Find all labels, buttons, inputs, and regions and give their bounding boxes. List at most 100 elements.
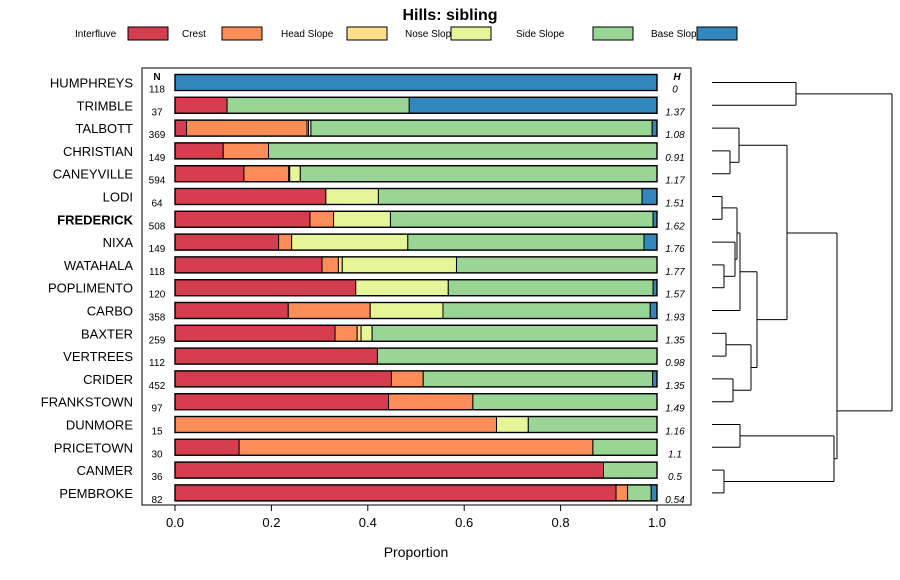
bar-segment-watahala-head-slope xyxy=(337,256,343,274)
plot-frame xyxy=(141,67,692,506)
n-value-watahala: 118 xyxy=(149,267,165,278)
row-label-poplimento: POPLIMENTO xyxy=(48,281,133,296)
bar-segment-poplimento-side-slope xyxy=(447,279,654,297)
row-label-dunmore: DUNMORE xyxy=(66,418,133,433)
bar-outline-watahala xyxy=(174,256,658,274)
bar-segment-carbo-interfluve xyxy=(174,302,289,319)
bar-segment-baxter-nose-slope xyxy=(360,324,373,342)
legend-label-interfluve: Interfluve xyxy=(75,29,117,40)
bar-segment-lodi-side-slope xyxy=(377,188,643,205)
n-value-poplimento: 120 xyxy=(149,290,166,301)
legend-swatch-crest xyxy=(221,26,263,41)
bar-outline-humphreys xyxy=(174,73,658,92)
row-label-talbott: TALBOTT xyxy=(75,121,133,136)
n-value-talbott: 369 xyxy=(149,130,166,141)
x-tick-label: 0.2 xyxy=(262,515,280,530)
dendrogram xyxy=(712,82,893,494)
bar-segment-vertrees-side-slope xyxy=(376,347,658,365)
row-label-caneyville: CANEYVILLE xyxy=(53,167,134,182)
row-label-trimble: TRIMBLE xyxy=(77,98,134,113)
bar-segment-carbo-base-slope xyxy=(649,302,658,319)
bar-outline-canmer xyxy=(174,461,658,479)
n-value-caneyville: 594 xyxy=(149,176,166,187)
bar-segment-talbott-side-slope xyxy=(310,119,653,137)
h-value-christian: 0.91 xyxy=(665,153,684,164)
legend-label-head-slope: Head Slope xyxy=(281,29,334,40)
h-value-dunmore: 1.16 xyxy=(665,427,685,438)
bar-segment-lodi-interfluve xyxy=(174,188,327,205)
bar-segment-talbott-base-slope xyxy=(651,119,658,137)
row-label-carbo: CARBO xyxy=(87,304,133,319)
bar-segment-pricetown-interfluve xyxy=(174,438,240,456)
bar-segment-crider-crest xyxy=(390,370,424,388)
bar-outline-pembroke xyxy=(174,484,658,502)
bar-segment-talbott-interfluve xyxy=(174,119,188,137)
bar-segment-frederick-interfluve xyxy=(174,210,311,228)
bar-segment-trimble-base-slope xyxy=(408,96,658,114)
x-tick-label: 0.0 xyxy=(166,515,184,530)
h-value-poplimento: 1.57 xyxy=(665,290,685,301)
bar-segment-poplimento-interfluve xyxy=(174,279,357,297)
row-label-baxter: BAXTER xyxy=(81,326,133,341)
legend-label-side-slope: Side Slope xyxy=(516,29,565,40)
bar-segment-vertrees-interfluve xyxy=(174,347,378,365)
h-value-carbo: 1.93 xyxy=(665,313,685,324)
n-value-canmer: 36 xyxy=(151,472,163,483)
bar-segment-baxter-head-slope xyxy=(356,324,362,342)
legend-swatch-head-slope xyxy=(346,26,388,41)
h-value-watahala: 1.77 xyxy=(665,267,685,278)
bar-outline-talbott xyxy=(174,119,658,137)
n-value-lodi: 64 xyxy=(151,199,163,210)
row-label-pembroke: PEMBROKE xyxy=(59,486,133,501)
h-value-humphreys: 0 xyxy=(672,85,678,96)
row-label-vertrees: VERTREES xyxy=(63,349,133,364)
n-value-baxter: 259 xyxy=(149,335,166,346)
n-value-frankstown: 97 xyxy=(151,404,163,415)
bar-segment-nixa-interfluve xyxy=(174,233,280,251)
bar-segment-watahala-crest xyxy=(321,256,339,274)
h-value-talbott: 1.08 xyxy=(665,130,685,141)
bar-rows: HUMPHREYS 118 0 TRIMBLE 37 1.37 TALBOTT 369 1.08… xyxy=(41,73,685,506)
bar-segment-baxter-crest xyxy=(334,324,358,342)
bar-outline-baxter xyxy=(174,324,658,342)
bar-segment-caneyville-nose-slope xyxy=(289,165,301,183)
n-value-vertrees: 112 xyxy=(149,358,165,369)
bar-segment-christian-crest xyxy=(222,142,270,160)
bar-segment-watahala-nose-slope xyxy=(341,256,457,274)
h-value-lodi: 1.51 xyxy=(665,199,684,210)
row-label-frankstown: FRANKSTOWN xyxy=(41,395,133,410)
bar-segment-pembroke-base-slope xyxy=(650,484,658,502)
bar-segment-frederick-side-slope xyxy=(389,210,654,228)
bar-segment-baxter-interfluve xyxy=(174,324,336,342)
x-tick-label: 0.4 xyxy=(359,515,377,530)
bar-segment-pricetown-crest xyxy=(238,438,594,456)
bar-segment-lodi-nose-slope xyxy=(325,188,379,205)
bar-segment-pembroke-side-slope xyxy=(627,484,652,502)
h-value-crider: 1.35 xyxy=(665,381,685,392)
bar-segment-frankstown-crest xyxy=(388,393,474,411)
bar-segment-trimble-side-slope xyxy=(226,96,410,114)
row-label-crider: CRIDER xyxy=(83,372,133,387)
bar-segment-pembroke-crest xyxy=(615,484,629,502)
bar-segment-christian-interfluve xyxy=(174,142,224,160)
x-tick-label: 1.0 xyxy=(648,515,666,530)
x-tick-label: 0.6 xyxy=(455,515,473,530)
bar-segment-nixa-side-slope xyxy=(407,233,645,251)
n-value-christian: 149 xyxy=(149,153,166,164)
bar-segment-carbo-crest xyxy=(287,302,371,319)
h-column-header: H xyxy=(673,72,681,83)
n-value-frederick: 508 xyxy=(149,221,166,232)
chart-title: Hills: sibling xyxy=(402,7,497,24)
bar-segment-lodi-base-slope xyxy=(641,188,658,205)
legend-swatch-nose-slope xyxy=(450,26,492,41)
bar-segment-nixa-base-slope xyxy=(643,233,658,251)
n-value-trimble: 37 xyxy=(151,107,163,118)
n-value-pricetown: 30 xyxy=(151,449,163,460)
h-value-trimble: 1.37 xyxy=(665,107,685,118)
bar-segment-carbo-nose-slope xyxy=(369,302,444,319)
n-value-carbo: 358 xyxy=(149,313,166,324)
bar-segment-frederick-crest xyxy=(309,210,335,228)
h-value-canmer: 0.5 xyxy=(668,472,682,483)
row-label-nixa: NIXA xyxy=(103,235,134,250)
row-label-pricetown: PRICETOWN xyxy=(54,440,133,455)
